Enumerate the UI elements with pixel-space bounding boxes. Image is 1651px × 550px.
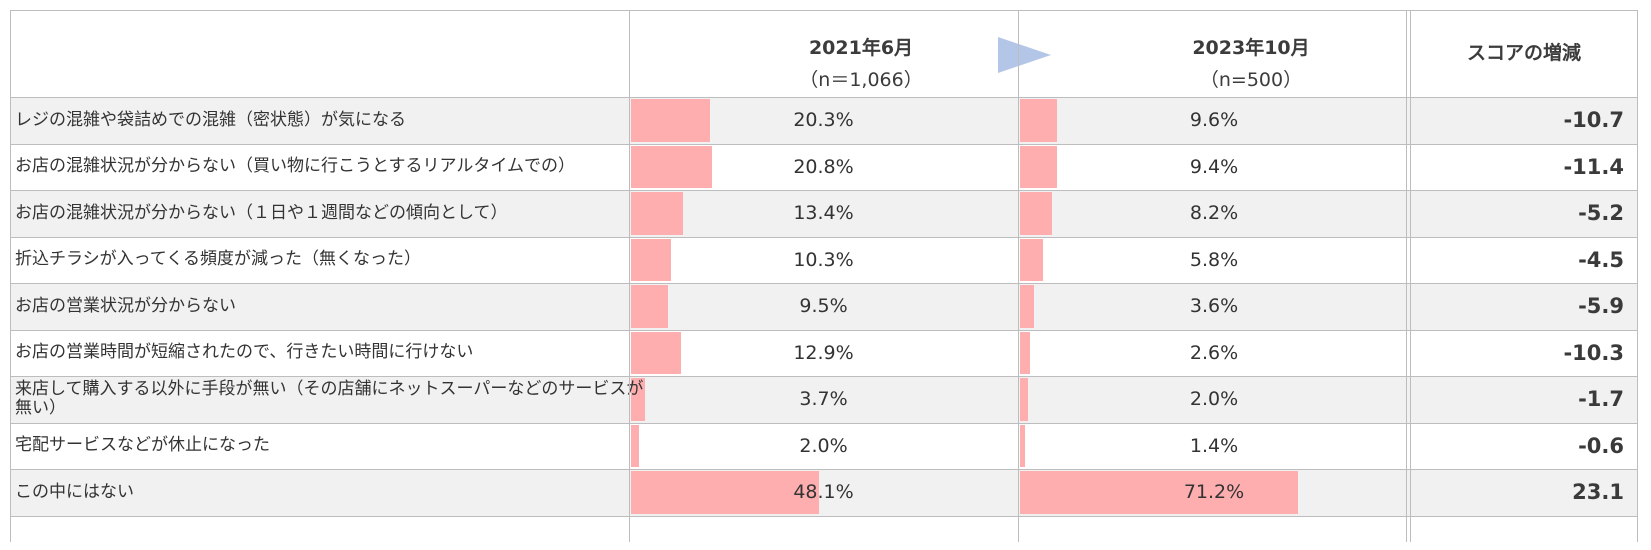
period2-sample-size: （n=500）	[1199, 69, 1303, 91]
table-row	[10, 376, 1638, 423]
grid-line-v	[10, 10, 11, 542]
row-label: レジの混雑や袋詰めでの混雑（密状態）が気になる	[15, 109, 406, 130]
table-row	[10, 329, 1638, 376]
grid-line-v	[629, 10, 630, 542]
grid-line-v	[1637, 10, 1638, 542]
grid-line-v	[1018, 10, 1019, 542]
grid-line-h	[10, 143, 1638, 145]
grid-line-h	[10, 97, 1638, 98]
score-diff-value: -1.7	[1578, 387, 1624, 412]
row-label: お店の混雑状況が分からない（１日や１週間などの傾向として）	[15, 202, 508, 223]
grid-line-h	[10, 236, 1638, 238]
value-2023: 3.6%	[1189, 295, 1239, 318]
period2-header: 2023年10月 （n=500）	[1051, 32, 1451, 96]
bar-2021	[631, 331, 682, 374]
table-row	[10, 422, 1638, 469]
bar-2021	[631, 285, 669, 328]
row-label: お店の混雑状況が分からない（買い物に行こうとするリアルタイムでの）	[15, 156, 575, 177]
grid-line-h	[10, 515, 1638, 517]
score-diff-value: -10.7	[1563, 108, 1624, 133]
score-diff-value: -10.3	[1563, 340, 1624, 365]
grid-line-h	[10, 10, 1638, 11]
period2-title: 2023年10月	[1192, 37, 1310, 59]
value-2023: 9.6%	[1189, 109, 1239, 132]
bar-2023	[1020, 238, 1043, 281]
value-2021: 48.1%	[793, 481, 854, 504]
grid-line-v	[1406, 10, 1407, 542]
table-row	[10, 143, 1638, 190]
bar-2023	[1020, 192, 1052, 235]
bar-2021	[631, 99, 711, 142]
bar-2023	[1020, 471, 1298, 514]
period1-sample-size: （n＝1,066）	[799, 69, 923, 91]
grid-line-v	[1410, 10, 1411, 542]
value-2021: 20.8%	[793, 155, 854, 178]
value-2023: 8.2%	[1189, 202, 1239, 225]
score-diff-value: -5.9	[1578, 294, 1624, 319]
score-comparison-table: 2021年6月 （n＝1,066） 2023年10月 （n=500） スコアの増…	[10, 10, 1638, 542]
score-diff-value: -4.5	[1578, 247, 1624, 272]
bar-2021	[631, 192, 684, 235]
bar-2021	[631, 378, 646, 421]
value-2023: 2.6%	[1189, 341, 1239, 364]
bar-2023	[1020, 99, 1058, 142]
score-diff-value: 23.1	[1572, 480, 1624, 505]
value-2021: 2.0%	[799, 434, 848, 457]
value-2021: 10.3%	[793, 248, 854, 271]
table-row	[10, 190, 1638, 237]
bar-2023	[1020, 378, 1028, 421]
row-label: お店の営業状況が分からない	[15, 295, 236, 316]
value-2023: 1.4%	[1189, 434, 1239, 457]
value-2021: 3.7%	[799, 388, 848, 411]
period1-header: 2021年6月 （n＝1,066）	[661, 32, 1061, 96]
value-2023: 71.2%	[1183, 481, 1245, 504]
grid-line-h	[10, 422, 1638, 424]
row-label: この中にはない	[15, 481, 134, 502]
bar-2023	[1020, 285, 1035, 328]
score-diff-header: スコアの増減	[1466, 42, 1581, 64]
score-diff-value: -5.2	[1578, 201, 1624, 226]
table-row	[10, 469, 1638, 516]
value-2021: 20.3%	[793, 109, 854, 132]
bar-2021	[631, 238, 672, 281]
bar-2023	[1020, 424, 1026, 467]
period1-title: 2021年6月	[808, 37, 914, 59]
table-row	[10, 236, 1638, 283]
row-label: お店の営業時間が短縮されたので、行きたい時間に行けない	[15, 342, 474, 363]
bar-2023	[1020, 331, 1031, 374]
value-2021: 9.5%	[799, 295, 848, 318]
grid-line-h	[10, 190, 1638, 191]
grid-line-h	[10, 283, 1638, 284]
grid-line-h	[10, 469, 1638, 470]
value-2023: 5.8%	[1189, 248, 1239, 271]
arrow-right-icon	[998, 37, 1051, 73]
grid-line-h	[10, 376, 1638, 377]
grid-line-h	[10, 329, 1638, 331]
bar-2023	[1020, 145, 1057, 188]
bar-2021	[631, 424, 639, 467]
score-diff-value: -11.4	[1563, 154, 1624, 179]
value-2021: 12.9%	[793, 341, 854, 364]
row-label: 折込チラシが入ってくる頻度が減った（無くなった）	[15, 249, 421, 270]
row-label: 来店して購入する以外に手段が無い（その店舗にネットスーパーなどのサービスが無い）	[15, 379, 644, 419]
bar-2021	[631, 145, 713, 188]
row-label: 宅配サービスなどが休止になった	[15, 435, 270, 456]
value-2021: 13.4%	[793, 202, 854, 225]
value-2023: 2.0%	[1189, 388, 1239, 411]
table-row	[10, 97, 1638, 144]
table-row	[10, 283, 1638, 330]
value-2023: 9.4%	[1189, 155, 1239, 178]
bar-2021	[631, 471, 819, 514]
score-diff-value: -0.6	[1578, 433, 1624, 458]
